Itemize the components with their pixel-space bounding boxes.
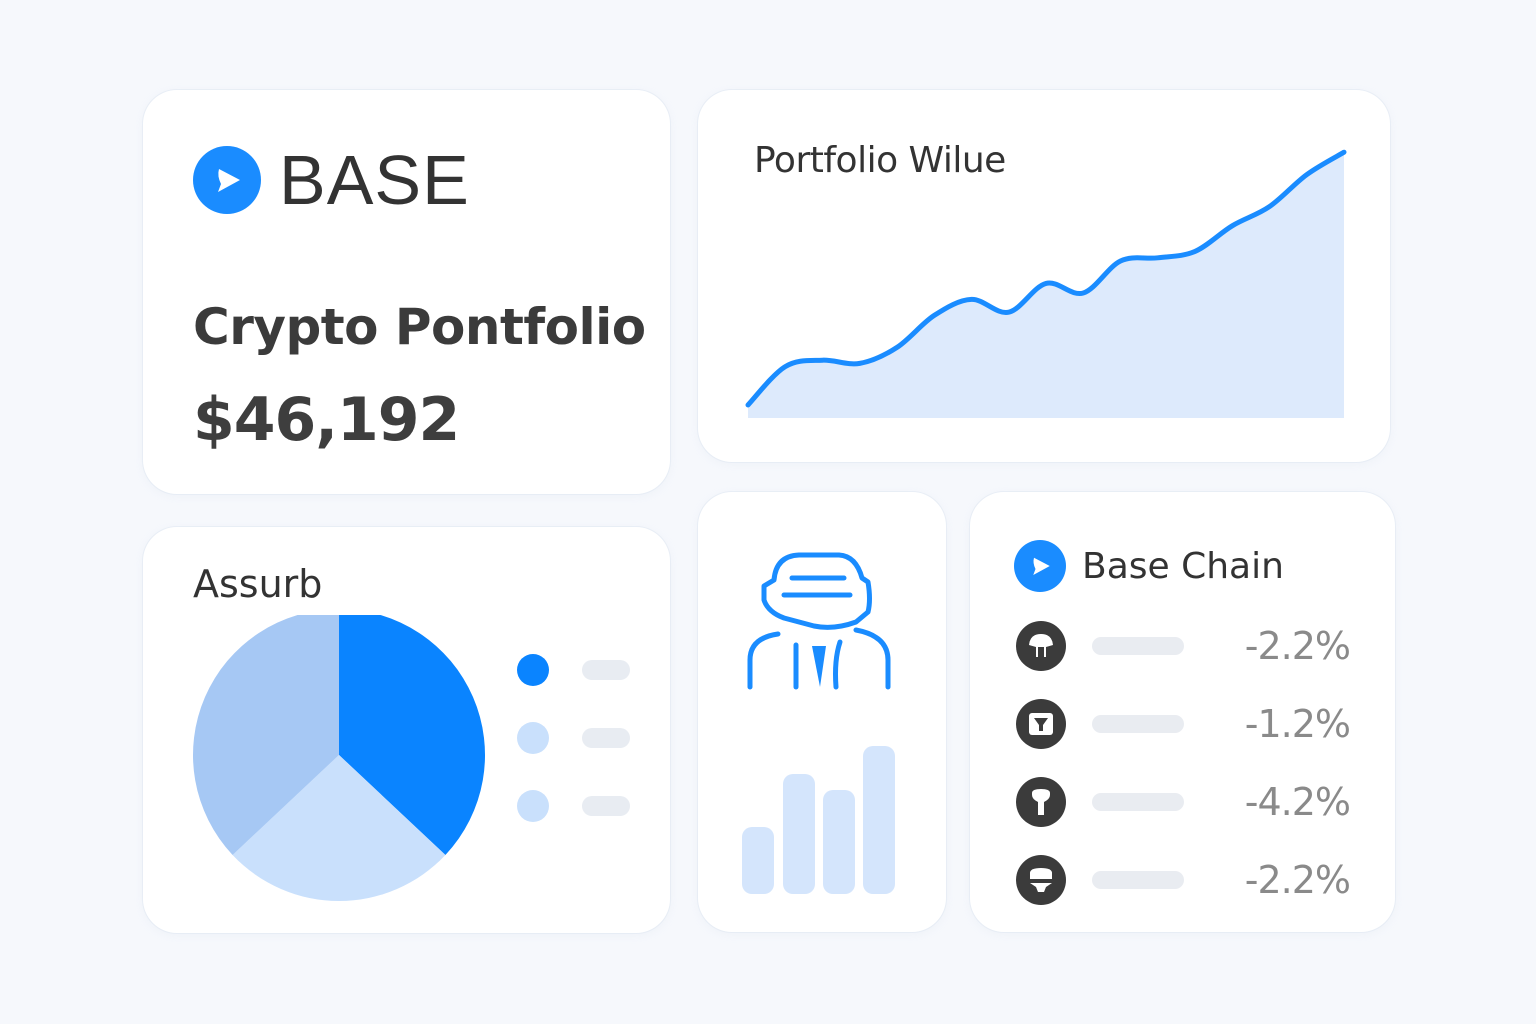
token-list: -2.2% -1.2% -4.2% -2.2%: [1016, 620, 1356, 932]
portfolio-summary-card: BASE Crypto Pontfolio $46,192: [143, 90, 670, 494]
token-change-value: -1.2%: [1244, 702, 1351, 746]
chart-title: Portfolio Wilue: [754, 140, 1006, 181]
legend-item[interactable]: [517, 789, 630, 823]
account-card: [698, 492, 946, 932]
pie-slice[interactable]: [232, 755, 446, 901]
allocation-pie-chart[interactable]: [191, 615, 491, 905]
token-helmet-icon: [1016, 621, 1066, 671]
brand-name: BASE: [279, 141, 470, 219]
legend-label-placeholder: [582, 660, 630, 680]
legend-dot-icon: [517, 790, 549, 822]
token-row[interactable]: -4.2%: [1016, 776, 1356, 828]
token-name-placeholder: [1092, 637, 1184, 655]
token-name-placeholder: [1092, 715, 1184, 733]
token-name-placeholder: [1092, 871, 1184, 889]
token-keyhole-icon: [1016, 777, 1066, 827]
legend-dot-icon: [517, 722, 549, 754]
allocation-card: Assurb: [143, 527, 670, 933]
legend-item[interactable]: [517, 721, 630, 755]
token-name-placeholder: [1092, 793, 1184, 811]
chain-name: Base Chain: [1082, 545, 1284, 587]
token-change-value: -2.2%: [1244, 858, 1351, 902]
pie-slice[interactable]: [193, 615, 339, 855]
pie-legend: [517, 653, 630, 857]
token-change-value: -2.2%: [1244, 624, 1351, 668]
page-title: Crypto Pontfolio: [193, 298, 646, 356]
legend-label-placeholder: [582, 796, 630, 816]
allocation-title: Assurb: [193, 562, 323, 606]
legend-item[interactable]: [517, 653, 630, 687]
mini-bar: [742, 827, 774, 894]
legend-label-placeholder: [582, 728, 630, 748]
portfolio-line-chart[interactable]: [698, 90, 1390, 462]
mini-bar: [863, 746, 895, 894]
token-row[interactable]: -2.2%: [1016, 620, 1356, 672]
brand[interactable]: BASE: [193, 145, 470, 215]
legend-dot-icon: [517, 654, 549, 686]
base-logo-icon: [193, 146, 261, 214]
mini-bar-chart[interactable]: [742, 744, 902, 894]
token-funnel-icon: [1016, 699, 1066, 749]
token-change-value: -4.2%: [1244, 780, 1351, 824]
token-mask-icon: [1016, 855, 1066, 905]
base-logo-icon: [1014, 540, 1066, 592]
total-portfolio-value: $46,192: [193, 385, 460, 455]
portfolio-value-chart-card: Portfolio Wilue: [698, 90, 1390, 462]
chain-header[interactable]: Base Chain: [1014, 540, 1284, 592]
user-avatar-icon[interactable]: [744, 550, 894, 690]
pie-slice[interactable]: [339, 615, 485, 855]
token-row[interactable]: -1.2%: [1016, 698, 1356, 750]
token-row[interactable]: -2.2%: [1016, 854, 1356, 906]
base-chain-card: Base Chain -2.2% -1.2% -4.2%: [970, 492, 1395, 932]
mini-bar: [783, 774, 815, 894]
mini-bar: [823, 790, 855, 894]
